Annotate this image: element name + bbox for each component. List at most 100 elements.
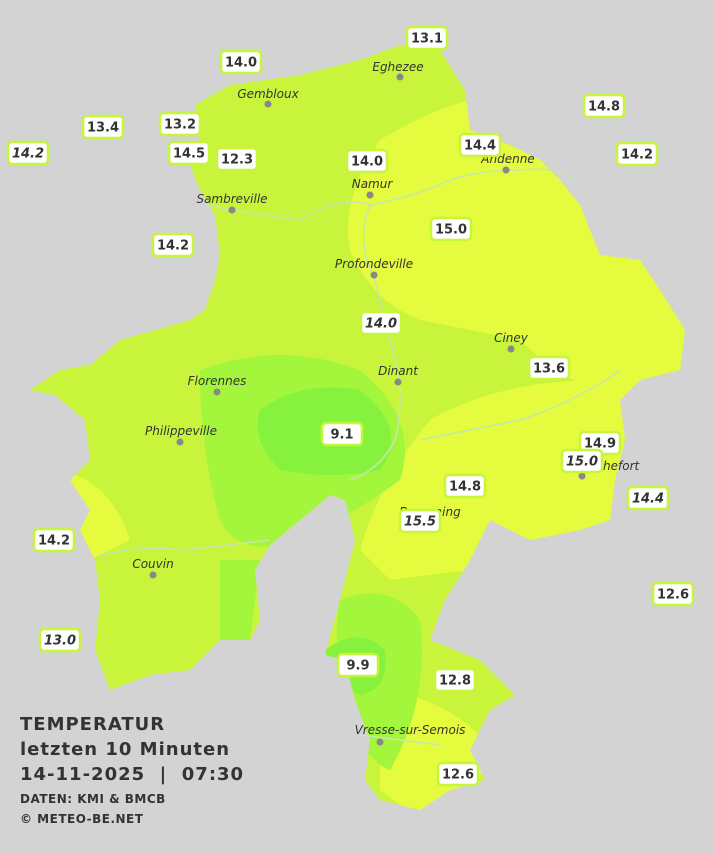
station-box	[167, 140, 211, 166]
station-value: 14.8	[449, 480, 481, 495]
station: 13.6	[527, 355, 571, 381]
station-value: 15.0	[566, 455, 598, 470]
station: 13.1	[405, 25, 449, 51]
credit: © METEO-BE.NET	[20, 812, 144, 826]
city-dot	[213, 388, 221, 396]
station-box	[615, 141, 659, 167]
station-value: 14.2	[38, 534, 70, 549]
station-box	[443, 473, 487, 499]
station: 14.8	[443, 473, 487, 499]
station: 14.9	[578, 430, 622, 456]
station-value: 14.4	[632, 492, 664, 507]
station-value: 13.2	[164, 118, 196, 133]
station: 14.2	[151, 232, 195, 258]
station: 14.2	[615, 141, 659, 167]
station: 14.8	[582, 93, 626, 119]
city-label: Namur	[352, 177, 394, 191]
station: 13.0	[38, 627, 82, 653]
city-dot	[264, 100, 272, 108]
rivers	[99, 168, 621, 746]
station: 13.4	[81, 114, 125, 140]
city-dot	[578, 472, 586, 480]
station-box	[345, 148, 389, 174]
city-dot	[396, 73, 404, 81]
station-box	[215, 146, 259, 172]
station: 12.6	[436, 761, 480, 787]
station-value: 9.9	[346, 659, 369, 674]
station: 12.3	[215, 146, 259, 172]
station-box	[336, 652, 380, 678]
station-box	[436, 761, 480, 787]
station-value: 13.6	[533, 362, 565, 377]
city-label: Ciney	[494, 331, 529, 345]
city-label: Philippeville	[145, 424, 217, 438]
station-box	[320, 421, 364, 447]
city-label: Profondeville	[335, 257, 413, 271]
station-value: 13.1	[411, 32, 443, 47]
station-box	[582, 93, 626, 119]
station-box	[359, 310, 403, 336]
city-dot	[366, 191, 374, 199]
city-dot	[507, 345, 515, 353]
station-box	[405, 25, 449, 51]
station: 14.5	[167, 140, 211, 166]
station: 13.2	[158, 111, 202, 137]
station: 14.0	[219, 49, 263, 75]
station-box	[433, 667, 477, 693]
credit: DATEN: KMI & BMCB	[20, 792, 166, 806]
title-line: TEMPERATUR	[20, 714, 165, 735]
station-box	[398, 508, 442, 534]
caption: TEMPERATUR letzten 10 Minuten 14-11-2025…	[20, 714, 244, 826]
station-box	[38, 627, 82, 653]
station: 9.1	[320, 421, 364, 447]
city-label: Florennes	[188, 374, 247, 388]
station-value: 14.2	[12, 147, 44, 162]
city-label: Vresse-sur-Semois	[355, 723, 466, 737]
station-value: 14.2	[621, 148, 653, 163]
station-value: 14.8	[588, 100, 620, 115]
city-dot	[394, 378, 402, 386]
city-label: Couvin	[132, 557, 173, 571]
city-label: Sambreville	[196, 192, 267, 206]
city-dot	[370, 271, 378, 279]
station-box	[32, 527, 76, 553]
station-box	[158, 111, 202, 137]
station-value: 14.0	[365, 317, 397, 332]
station-box	[151, 232, 195, 258]
station-value: 9.1	[330, 428, 353, 443]
city-dot	[176, 438, 184, 446]
city-dot	[376, 738, 384, 746]
station-box	[219, 49, 263, 75]
station: 15.0	[560, 448, 604, 474]
station-value: 12.3	[221, 153, 253, 168]
station-box	[429, 216, 473, 242]
station-value: 12.6	[657, 588, 689, 603]
station-value: 14.4	[464, 139, 496, 154]
city-label: Gembloux	[237, 87, 299, 101]
station-value: 12.6	[442, 768, 474, 783]
station-box	[527, 355, 571, 381]
station: 14.4	[458, 132, 502, 158]
station: 15.5	[398, 508, 442, 534]
station-value: 15.5	[404, 515, 436, 530]
station-value: 14.2	[157, 239, 189, 254]
station: 14.2	[6, 140, 50, 166]
station-value: 14.0	[225, 56, 257, 71]
city-dot	[228, 206, 236, 214]
station: 15.0	[429, 216, 473, 242]
station-box	[81, 114, 125, 140]
station: 12.6	[651, 581, 695, 607]
station: 14.4	[626, 485, 670, 511]
title-line: 14-11-2025 | 07:30	[20, 764, 244, 785]
station-value: 13.0	[44, 634, 76, 649]
city-dot	[502, 166, 510, 174]
station: 9.9	[336, 652, 380, 678]
station-box	[626, 485, 670, 511]
station: 14.0	[359, 310, 403, 336]
station: 14.0	[345, 148, 389, 174]
station-value: 15.0	[435, 223, 467, 238]
station-box	[651, 581, 695, 607]
station-box	[560, 448, 604, 474]
station-box	[6, 140, 50, 166]
